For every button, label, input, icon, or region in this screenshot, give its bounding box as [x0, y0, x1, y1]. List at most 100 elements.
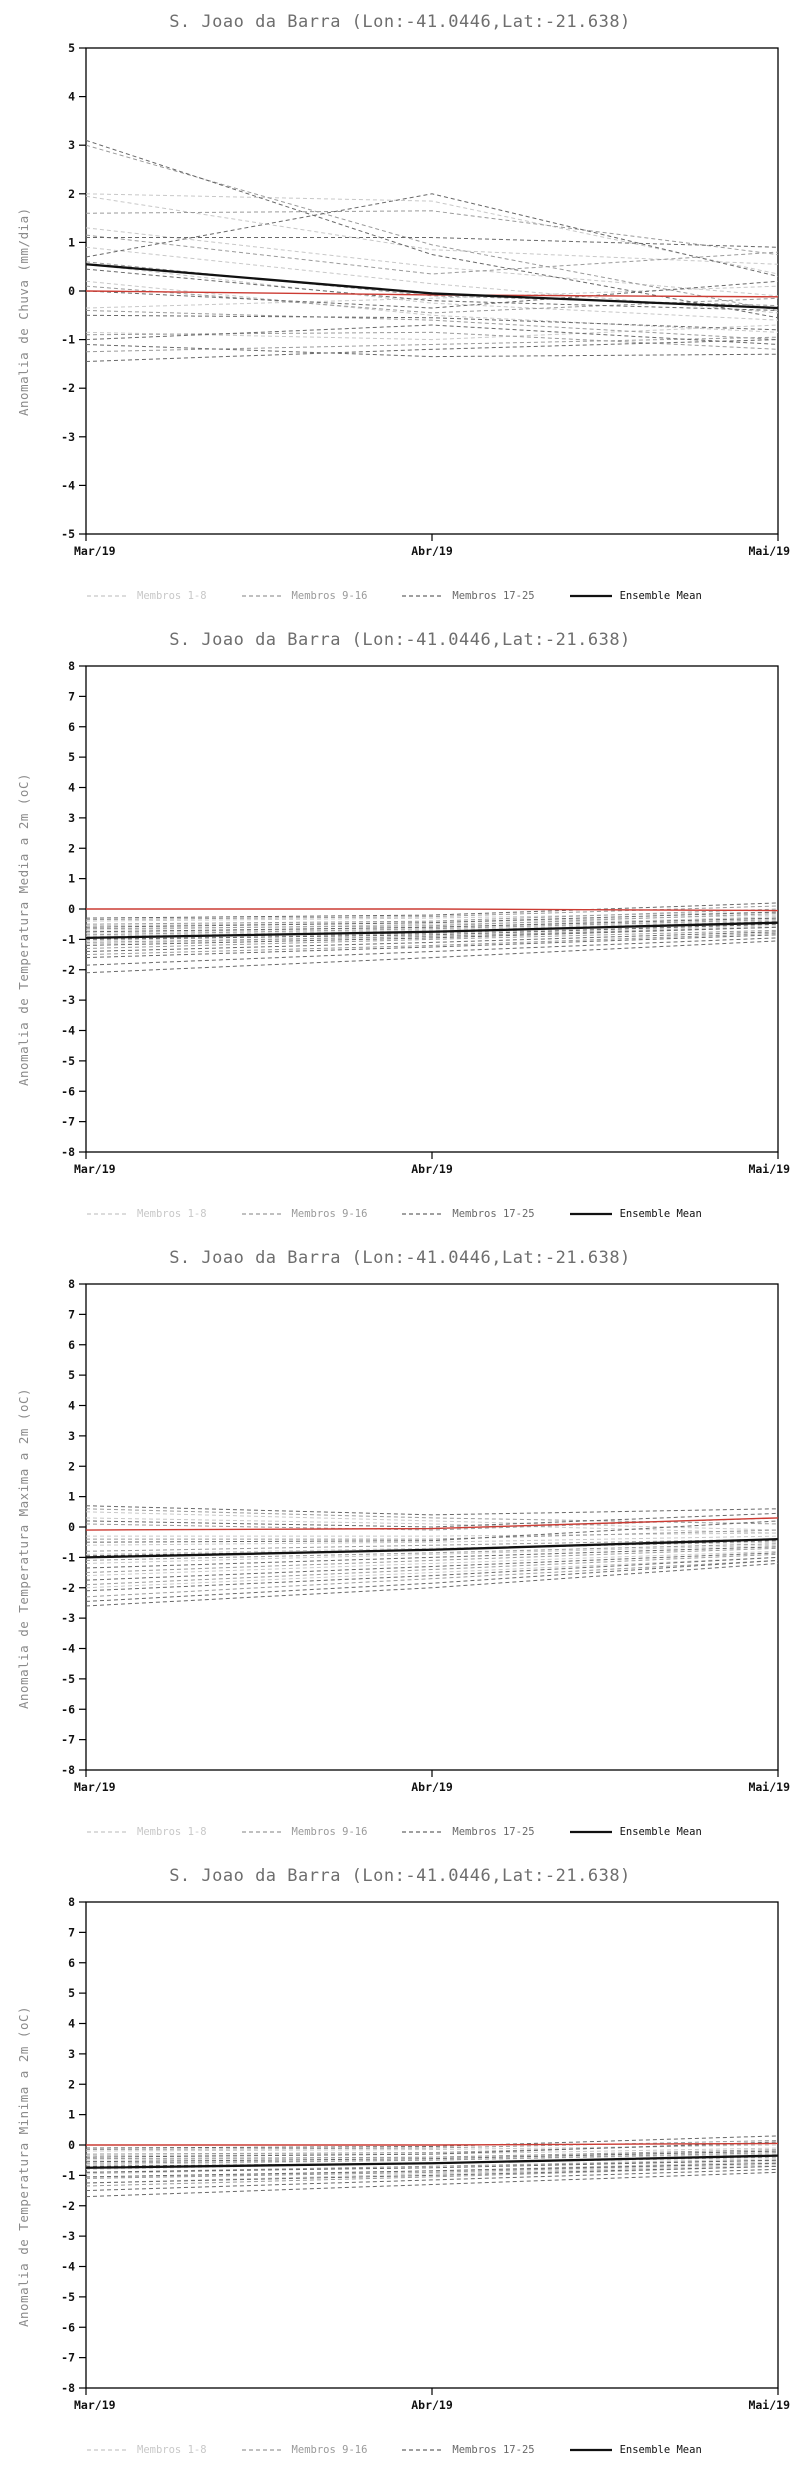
member-line	[85, 1512, 779, 1528]
legend-entry: Membros 1-8	[86, 1208, 207, 1220]
legend-entry: Membros 17-25	[401, 1208, 535, 1220]
reference-line	[86, 2142, 779, 2146]
y-tick-label: 6	[68, 1338, 75, 1352]
reference-line	[85, 290, 779, 298]
plot-area: -5 -4 -3 -2 -1 0 1 2 3 4 5 Mar/19 Abr/19 Mai/19	[61, 41, 790, 558]
legend-entry: Membros 9-16	[241, 2444, 368, 2456]
member-line	[85, 2139, 779, 2151]
y-tick-label: -4	[61, 2260, 75, 2274]
legend-line-swatch	[87, 1831, 129, 1833]
y-tick-label: 7	[68, 1307, 75, 1321]
legend-entry: Ensemble Mean	[569, 1826, 702, 1838]
member-line	[85, 2159, 779, 2173]
y-tick-label: -2	[61, 963, 75, 977]
member-line	[85, 343, 779, 358]
plot-area: -8 -7 -6 -5 -4 -3 -2 -1 0 1 2 3 4 5 6 7 8 Mar/19 Abr/19 Mai…	[61, 1277, 790, 1794]
y-tick-label: -4	[61, 1024, 75, 1038]
chart-title: S. Joao da Barra (Lon:-41.0446,Lat:-21.6…	[169, 1248, 631, 1268]
member-line	[85, 926, 779, 943]
x-tick-label: Mai/19	[748, 2398, 790, 2412]
x-tick-label: Abr/19	[411, 1780, 453, 1794]
legend-entry: Membros 1-8	[86, 2444, 207, 2456]
y-tick-label: -8	[61, 1145, 75, 1159]
member-line	[85, 902, 779, 919]
member-line	[85, 931, 779, 953]
member-line	[85, 1556, 779, 1589]
plot-area: -8 -7 -6 -5 -4 -3 -2 -1 0 1 2 3 4 5 6 7 8 Mar/19 Abr/19 Mai…	[61, 659, 790, 1176]
y-tick-label: 3	[68, 138, 75, 152]
legend: Membros 1-8 Membros 9-16 Membros 17-25 Ense…	[86, 1208, 800, 1220]
member-line	[85, 932, 779, 956]
y-tick-label: 3	[68, 811, 75, 825]
y-tick-label: 0	[68, 284, 75, 298]
legend-label: Ensemble Mean	[619, 1826, 702, 1838]
plot-frame	[85, 47, 779, 535]
legend-label: Membros 1-8	[137, 2444, 207, 2456]
y-tick-label: -6	[61, 1084, 75, 1098]
x-tick-label: Abr/19	[411, 544, 453, 558]
y-tick-label: 5	[68, 1986, 75, 2000]
chart-panel-temp-minima: S. Joao da Barra (Lon:-41.0446,Lat:-21.6…	[0, 1854, 800, 2472]
y-tick-label: -2	[61, 1581, 75, 1595]
member-line	[85, 195, 779, 265]
plot-row: Anomalia de Temperatura Media a 2m (oC) …	[0, 656, 800, 1204]
legend-entry: Membros 9-16	[241, 1208, 367, 1220]
ensemble-mean-line	[85, 263, 779, 310]
member-line	[85, 2142, 779, 2155]
member-line	[85, 324, 779, 345]
member-line	[85, 937, 779, 966]
member-line	[85, 911, 779, 922]
y-tick-label: -8	[61, 2381, 75, 2395]
legend-label: Membros 17-25	[452, 1826, 535, 1838]
legend-line-swatch	[87, 2449, 129, 2451]
member-line	[85, 2135, 779, 2149]
y-tick-label: 1	[68, 1490, 75, 1504]
legend-label: Membros 17-25	[452, 1208, 535, 1220]
x-tick-label: Mar/19	[74, 2398, 116, 2412]
legend-entry: Membros 17-25	[401, 1826, 535, 1838]
legend: Membros 1-8 Membros 9-16 Membros 17-25 Ense…	[86, 2444, 800, 2456]
x-tick-label: Mar/19	[74, 1780, 116, 1794]
y-axis-label: Anomalia de Temperatura Media a 2m (oC)	[16, 773, 31, 1087]
legend-entry: Membros 9-16	[241, 1826, 367, 1838]
legend-label: Membros 17-25	[452, 2444, 535, 2456]
chart-title: S. Joao da Barra (Lon:-41.0446,Lat:-21.6…	[169, 1866, 631, 1886]
legend-label: Ensemble Mean	[619, 1208, 702, 1220]
member-line	[85, 144, 779, 311]
legend-line-swatch	[241, 1213, 284, 1215]
member-line	[85, 1562, 779, 1607]
legend-label: Membros 1-8	[137, 1826, 207, 1838]
legend-label: Membros 9-16	[291, 2444, 368, 2456]
y-tick-label: 6	[68, 1956, 75, 1970]
y-tick-label: 1	[68, 872, 75, 886]
y-tick-label: -1	[61, 333, 75, 347]
member-line	[85, 1550, 779, 1577]
y-tick-label: -4	[61, 478, 75, 492]
y-tick-label: 5	[68, 1368, 75, 1382]
member-line	[85, 1552, 779, 1581]
member-line	[85, 2171, 779, 2198]
member-line	[85, 911, 779, 928]
member-line	[85, 314, 779, 331]
legend-line-swatch	[569, 2448, 612, 2452]
member-line	[85, 2149, 779, 2160]
y-tick-label: 5	[68, 750, 75, 764]
member-line	[85, 926, 779, 946]
member-line	[85, 1505, 779, 1516]
member-line	[85, 193, 779, 275]
legend-line-swatch	[402, 1213, 445, 1215]
legend: Membros 1-8 Membros 9-16 Membros 17-25 Ense…	[86, 590, 800, 602]
member-line	[85, 268, 779, 311]
legend-entry: Ensemble Mean	[569, 590, 702, 602]
y-tick-label: -1	[61, 1550, 75, 1564]
y-tick-label: -7	[61, 2351, 75, 2365]
member-line	[85, 913, 779, 930]
member-line	[85, 940, 779, 974]
y-tick-label: 4	[68, 781, 75, 795]
member-line	[85, 2164, 779, 2184]
chart-title: S. Joao da Barra (Lon:-41.0446,Lat:-21.6…	[169, 630, 631, 650]
legend-line-swatch	[569, 594, 612, 598]
y-tick-label: 5	[68, 41, 75, 55]
y-tick-label: 4	[68, 2017, 75, 2031]
legend-entry: Ensemble Mean	[569, 2444, 702, 2456]
